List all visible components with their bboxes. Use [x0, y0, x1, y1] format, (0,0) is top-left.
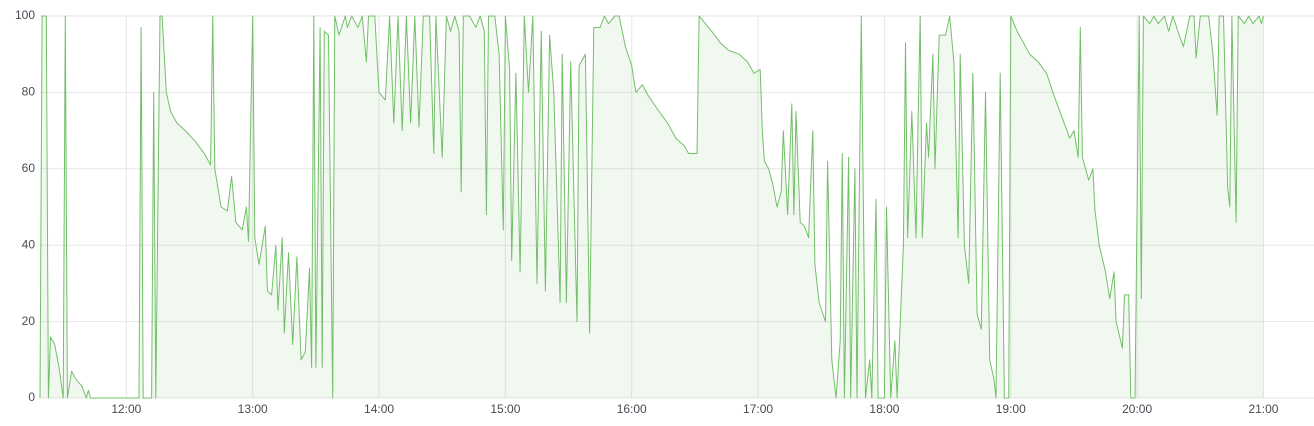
x-tick-label: 15:00: [490, 402, 520, 416]
y-tick-label: 60: [22, 161, 36, 175]
area-fill: [40, 16, 1264, 398]
x-tick-label: 20:00: [1122, 402, 1152, 416]
y-tick-label: 80: [22, 85, 36, 99]
x-tick-label: 12:00: [111, 402, 141, 416]
y-tick-label: 20: [22, 314, 36, 328]
x-tick-label: 19:00: [996, 402, 1026, 416]
y-tick-label: 0: [28, 390, 35, 404]
x-tick-label: 14:00: [364, 402, 394, 416]
y-tick-label: 100: [15, 8, 35, 22]
y-tick-label: 40: [22, 237, 36, 251]
x-tick-label: 16:00: [617, 402, 647, 416]
x-tick-label: 21:00: [1248, 402, 1278, 416]
x-tick-label: 13:00: [238, 402, 268, 416]
series-line: [39, 15, 1264, 399]
x-tick-label: 18:00: [869, 402, 899, 416]
x-tick-label: 17:00: [743, 402, 773, 416]
